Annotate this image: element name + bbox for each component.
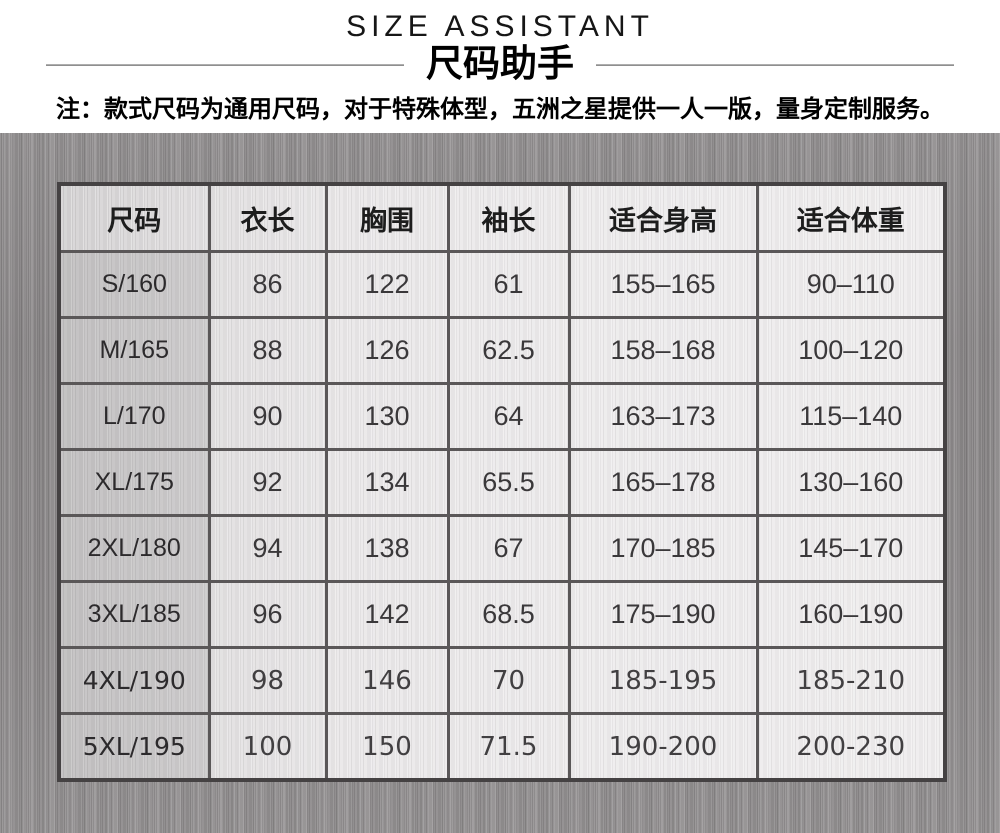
cell-weight-range: 145–170 — [755, 514, 947, 583]
cell-size: L/170 — [57, 382, 211, 451]
cell-height-range: 155–165 — [567, 250, 759, 319]
size-row-m165: M/165 88 126 62.5 158–168 100–120 — [57, 316, 947, 385]
cell-height-range: 163–173 — [567, 382, 759, 451]
cell-chest: 126 — [324, 316, 450, 385]
cell-size: XL/175 — [57, 448, 211, 517]
size-row-4xl190: 4XL/190 98 146 70 185-195 185-210 — [57, 646, 947, 715]
header-row: 尺码 衣长 胸围 袖长 适合身高 适合体重 — [57, 182, 947, 253]
cell-garment-length: 100 — [207, 712, 328, 782]
cell-sleeve-length: 70 — [446, 646, 571, 715]
cell-weight-range: 200-230 — [755, 712, 947, 782]
cell-height-range: 190-200 — [567, 712, 759, 782]
cell-sleeve-length: 64 — [446, 382, 571, 451]
decor-line-left — [46, 64, 404, 66]
cell-chest: 142 — [324, 580, 450, 649]
cell-size: M/165 — [57, 316, 211, 385]
column-header-height-range: 适合身高 — [567, 182, 759, 253]
cell-sleeve-length: 61 — [446, 250, 571, 319]
size-row-3xl185: 3XL/185 96 142 68.5 175–190 160–190 — [57, 580, 947, 649]
cell-garment-length: 94 — [207, 514, 328, 583]
cell-chest: 134 — [324, 448, 450, 517]
cell-weight-range: 90–110 — [755, 250, 947, 319]
cell-height-range: 165–178 — [567, 448, 759, 517]
cell-weight-range: 185-210 — [755, 646, 947, 715]
cell-sleeve-length: 71.5 — [446, 712, 571, 782]
size-row-s160: S/160 86 122 61 155–165 90–110 — [57, 250, 947, 319]
cell-size: S/160 — [57, 250, 211, 319]
cell-height-range: 158–168 — [567, 316, 759, 385]
cell-garment-length: 88 — [207, 316, 328, 385]
cell-chest: 138 — [324, 514, 450, 583]
cell-garment-length: 98 — [207, 646, 328, 715]
cell-garment-length: 96 — [207, 580, 328, 649]
page-title-row: 尺码助手 — [0, 46, 1000, 84]
cell-height-range: 175–190 — [567, 580, 759, 649]
page-title-zh: 尺码助手 — [426, 44, 574, 85]
page-title-en: SIZE ASSISTANT — [346, 10, 654, 43]
column-header-garment-length: 衣长 — [207, 182, 328, 253]
size-table: 尺码 衣长 胸围 袖长 适合身高 适合体重 S/160 86 122 61 15… — [57, 182, 947, 782]
metal-background: 尺码 衣长 胸围 袖长 适合身高 适合体重 S/160 86 122 61 15… — [0, 133, 1000, 833]
banner: SIZE ASSISTANT 尺码助手 注：款式尺码为通用尺码，对于特殊体型，五… — [0, 0, 1000, 133]
cell-sleeve-length: 65.5 — [446, 448, 571, 517]
cell-chest: 150 — [324, 712, 450, 782]
cell-weight-range: 115–140 — [755, 382, 947, 451]
column-header-sleeve-length: 袖长 — [446, 182, 571, 253]
cell-chest: 122 — [324, 250, 450, 319]
cell-garment-length: 90 — [207, 382, 328, 451]
size-row-l170: L/170 90 130 64 163–173 115–140 — [57, 382, 947, 451]
cell-weight-range: 130–160 — [755, 448, 947, 517]
cell-height-range: 185-195 — [567, 646, 759, 715]
cell-height-range: 170–185 — [567, 514, 759, 583]
cell-garment-length: 86 — [207, 250, 328, 319]
cell-sleeve-length: 62.5 — [446, 316, 571, 385]
cell-size: 3XL/185 — [57, 580, 211, 649]
size-row-2xl180: 2XL/180 94 138 67 170–185 145–170 — [57, 514, 947, 583]
column-header-chest: 胸围 — [324, 182, 450, 253]
cell-size: 4XL/190 — [57, 646, 211, 715]
column-header-weight-range: 适合体重 — [755, 182, 947, 253]
cell-garment-length: 92 — [207, 448, 328, 517]
size-row-xl175: XL/175 92 134 65.5 165–178 130–160 — [57, 448, 947, 517]
size-row-5xl195: 5XL/195 100 150 71.5 190-200 200-230 — [57, 712, 947, 782]
column-header-size: 尺码 — [57, 182, 211, 253]
cell-sleeve-length: 67 — [446, 514, 571, 583]
cell-chest: 130 — [324, 382, 450, 451]
cell-size: 2XL/180 — [57, 514, 211, 583]
cell-size: 5XL/195 — [57, 712, 211, 782]
note-text: 注：款式尺码为通用尺码，对于特殊体型，五洲之星提供一人一版，量身定制服务。 — [56, 97, 944, 123]
cell-chest: 146 — [324, 646, 450, 715]
cell-weight-range: 160–190 — [755, 580, 947, 649]
cell-weight-range: 100–120 — [755, 316, 947, 385]
cell-sleeve-length: 68.5 — [446, 580, 571, 649]
decor-line-right — [596, 64, 954, 66]
